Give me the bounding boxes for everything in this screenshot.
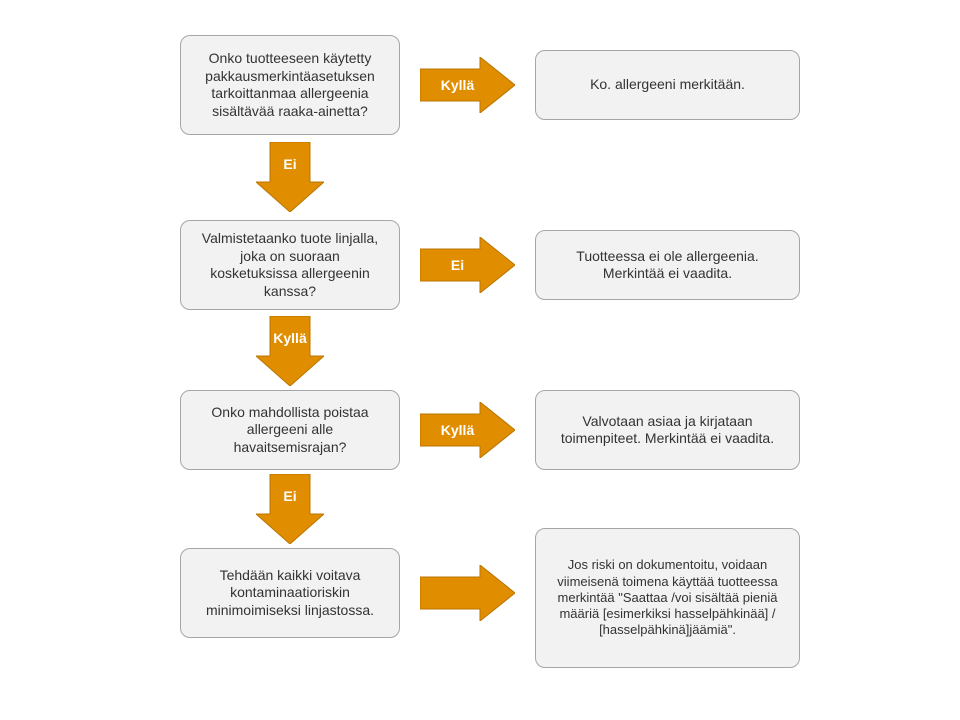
arrow-right-icon xyxy=(420,565,515,621)
arrow-right-4 xyxy=(420,565,515,621)
arrow-right-icon xyxy=(420,57,515,113)
answer-box-2: Tuotteessa ei ole allergeenia. Merkintää… xyxy=(535,230,800,300)
answer-box-4: Jos riski on dokumentoitu, voidaan viime… xyxy=(535,528,800,668)
question-text-3: Onko mahdollista poistaa allergeeni alle… xyxy=(195,404,385,457)
question-text-1: Onko tuotteeseen käytetty pakkausmerkint… xyxy=(195,50,385,120)
arrow-right-icon xyxy=(420,237,515,293)
arrow-down-1: Ei xyxy=(256,142,324,212)
arrow-down-icon xyxy=(256,474,324,544)
question-box-2: Valmistetaanko tuote linjalla, joka on s… xyxy=(180,220,400,310)
answer-text-2: Tuotteessa ei ole allergeenia. Merkintää… xyxy=(550,248,785,283)
answer-box-1: Ko. allergeeni merkitään. xyxy=(535,50,800,120)
answer-text-3: Valvotaan asiaa ja kirjataan toimenpitee… xyxy=(550,413,785,448)
question-text-2: Valmistetaanko tuote linjalla, joka on s… xyxy=(195,230,385,300)
question-box-4: Tehdään kaikki voitava kontaminaatiorisk… xyxy=(180,548,400,638)
arrow-right-2: Ei xyxy=(420,237,515,293)
arrow-right-icon xyxy=(420,402,515,458)
answer-box-3: Valvotaan asiaa ja kirjataan toimenpitee… xyxy=(535,390,800,470)
arrow-right-3: Kyllä xyxy=(420,402,515,458)
arrow-down-3: Ei xyxy=(256,474,324,544)
arrow-down-icon xyxy=(256,316,324,386)
arrow-down-icon xyxy=(256,142,324,212)
answer-text-4: Jos riski on dokumentoitu, voidaan viime… xyxy=(550,557,785,638)
question-box-3: Onko mahdollista poistaa allergeeni alle… xyxy=(180,390,400,470)
arrow-down-2: Kyllä xyxy=(256,316,324,386)
arrow-right-1: Kyllä xyxy=(420,57,515,113)
answer-text-1: Ko. allergeeni merkitään. xyxy=(590,76,745,94)
question-box-1: Onko tuotteeseen käytetty pakkausmerkint… xyxy=(180,35,400,135)
question-text-4: Tehdään kaikki voitava kontaminaatiorisk… xyxy=(195,567,385,620)
